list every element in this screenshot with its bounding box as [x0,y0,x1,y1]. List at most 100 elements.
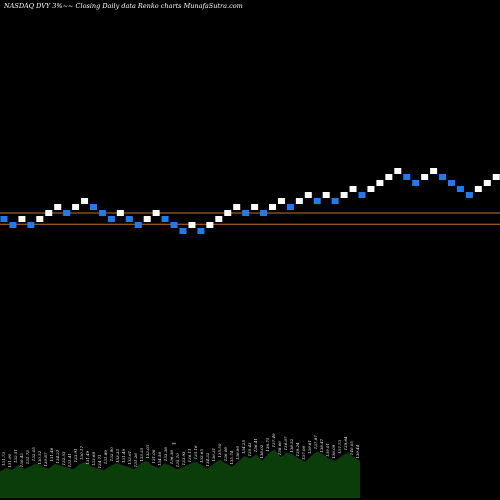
volume-price-label: 138.02 [259,444,264,458]
volume-price-label: 139.64 [343,436,348,450]
volume-price-label: 133.33 [115,449,120,463]
renko-brick-up [152,210,160,216]
volume-price-label: 139.01 [325,443,330,457]
volume-price-label: 135.43 [247,442,252,456]
renko-brick-up [394,168,402,174]
renko-brick-down [197,228,205,234]
reference-lines [0,212,500,225]
renko-brick-down [358,192,366,198]
renko-brick-up [492,174,500,180]
volume-price-label: 131.49 [85,450,90,464]
volume-price-label: 137.06 [301,446,306,460]
renko-brick-down [260,210,268,216]
renko-brick-down [313,198,321,204]
renko-brick-down [9,222,17,228]
volume-price-label: 136.90 [235,446,240,460]
renko-brick-up [206,222,214,228]
renko-brick-up [188,222,196,228]
renko-brick-up [143,216,151,222]
volume-area [0,449,360,498]
renko-brick-down [439,174,447,180]
renko-brick-down [403,174,411,180]
renko-bricks [0,168,500,234]
renko-brick-down [98,210,106,216]
volume-price-label: 136.08 [223,447,228,461]
volume-panel: 131.73 131.90 132.51 130.43 131.73 132.05 130.… [0,433,360,498]
renko-brick-up [385,174,393,180]
renko-brick-up [367,186,375,192]
renko-brick-up [116,210,124,216]
renko-brick-down [0,216,8,222]
renko-brick-down [107,216,115,222]
volume-price-label: 135.74 [229,450,234,464]
volume-price-label: 135.50 [217,443,222,457]
volume-price-label: 132.03 [145,444,150,458]
renko-brick-up [421,174,429,180]
renko-brick-up [18,216,26,222]
renko-brick-up [72,204,80,210]
renko-brick-down [27,222,35,228]
renko-brick-down [331,198,339,204]
renko-brick-up [215,216,223,222]
volume-price-label: 133.93 [181,451,186,465]
volume-price-label: 137.49 [271,433,276,447]
renko-brick-down [286,204,294,210]
volume-price-label: 137.87 [313,435,318,449]
renko-brick-up [54,204,62,210]
volume-price-label: 136.31 [211,448,216,462]
renko-brick-up [277,198,285,204]
volume-price-label: 134.71 [97,454,102,468]
volume-marker: ** [172,442,176,447]
renko-brick-down [134,222,142,228]
volume-price-label: 136.07 [283,436,288,450]
volume-price-label: 138.09 [331,444,336,458]
volume-price-label: 130.17 [79,446,84,460]
renko-brick-down [242,210,250,216]
volume-price-label: 132.05 [31,447,36,461]
renko-brick-up [233,204,241,210]
volume-price-label: 131.26 [133,453,138,467]
volume-price-label: 133.61 [127,451,132,465]
renko-brick-up [322,192,330,198]
renko-brick-up [430,168,438,174]
volume-price-label: 136.11 [187,448,192,462]
volume-price-label: 133.68 [91,452,96,466]
volume-price-label: 137.73 [337,440,342,454]
volume-price-label: 136.75 [265,437,270,451]
renko-brick-down [465,192,473,198]
volume-price-label: 136.38 [169,450,174,464]
renko-brick-down [90,204,97,210]
volume-price-label: 138.47 [319,438,324,452]
volume-price-label: 139.81 [307,440,312,454]
volume-price-label: 131.90 [7,453,12,467]
volume-price-label: 131.49 [121,449,126,463]
renko-brick-down [412,180,420,186]
renko-brick-up [36,216,44,222]
renko-brick-up [251,204,259,210]
volume-price-label: 134.32 [205,452,210,466]
volume-price-label: 139.44 [355,444,360,458]
volume-price-label: 136.41 [253,438,258,452]
chart-title: NASDAQ DVY 3%~~ Closing Daily data Renko… [3,2,243,10]
renko-brick-down [161,216,169,222]
volume-price-label: 130.52 [37,450,42,464]
volume-price-label: 131.73 [25,450,30,464]
volume-price-label: 134.25 [241,440,246,454]
volume-price-label: 135.10 [175,453,180,467]
volume-price-label: 132.90 [109,447,114,461]
renko-brick-up [474,186,482,192]
renko-brick-up [224,210,232,216]
volume-price-label: 132.51 [13,449,18,463]
renko-brick-up [340,192,348,198]
renko-brick-up [45,210,53,216]
renko-brick-up [376,180,384,186]
volume-price-label: 139.24 [295,442,300,456]
volume-price-label: 138.66 [277,441,282,455]
volume-price-label: 131.06 [151,449,156,463]
renko-brick-down [448,180,455,186]
renko-brick-down [125,216,133,222]
renko-brick-up [349,186,357,192]
renko-brick-up [304,192,312,198]
